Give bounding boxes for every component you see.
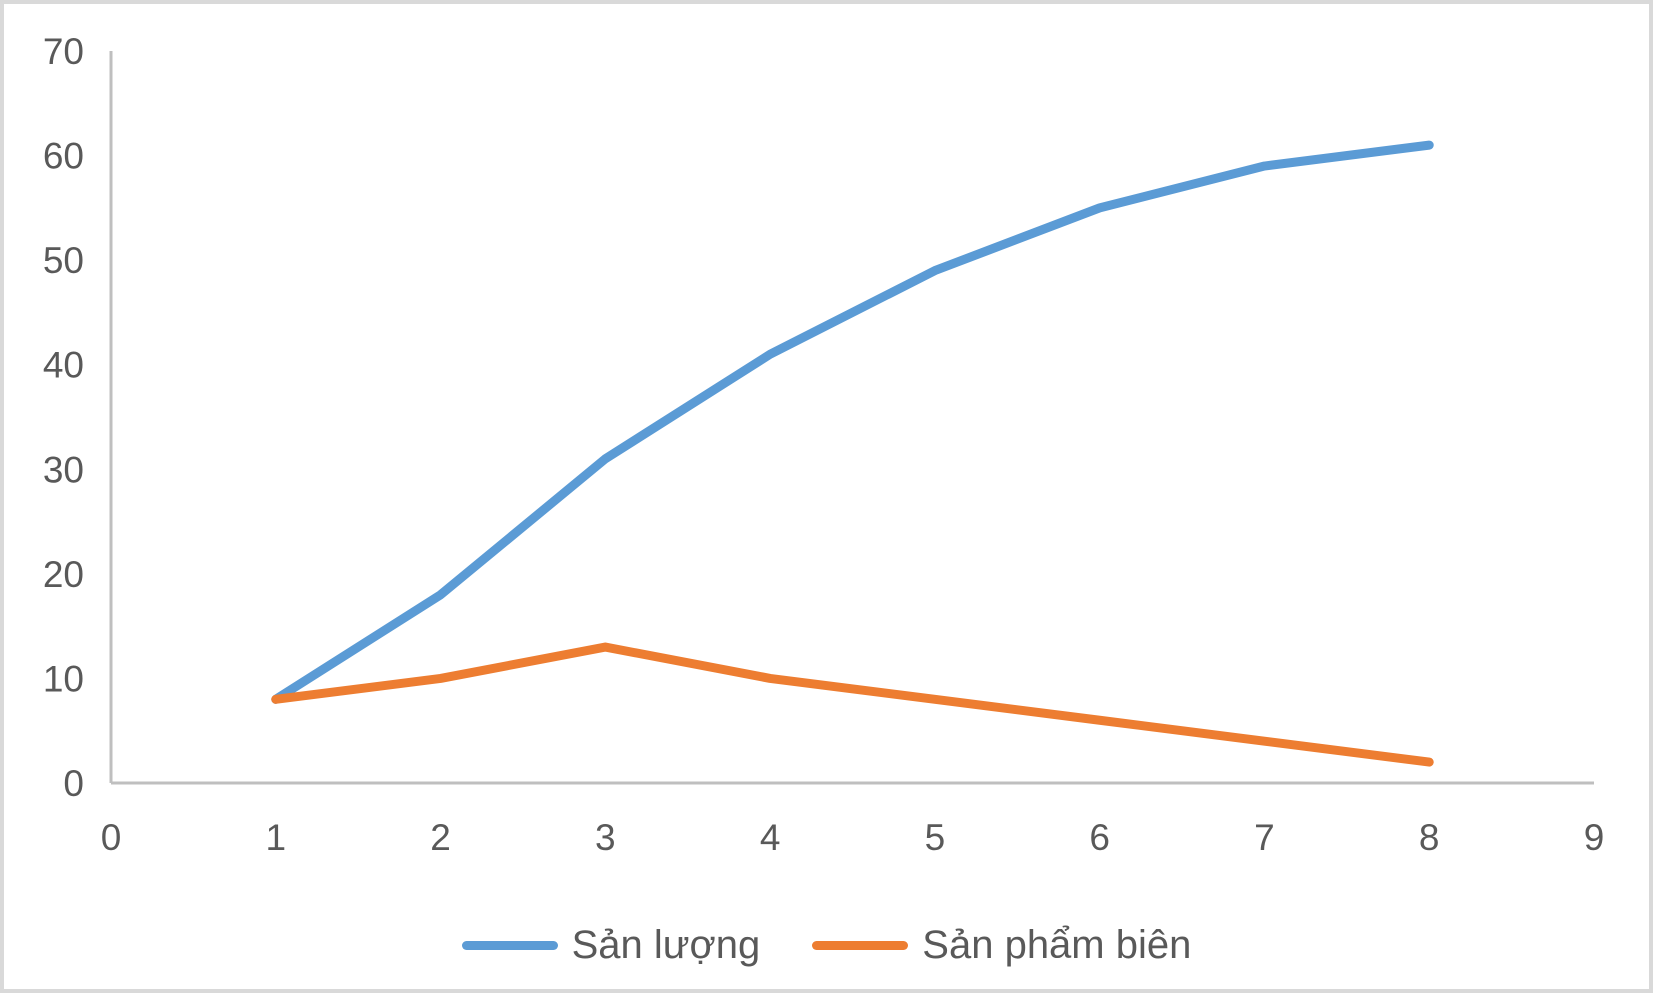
x-tick-label: 7 xyxy=(1254,817,1275,858)
y-tick-label: 70 xyxy=(43,31,84,72)
x-tick-label: 1 xyxy=(265,817,286,858)
chart-legend: Sản lượng Sản phẩm biên xyxy=(4,916,1649,974)
x-tick-label: 3 xyxy=(595,817,616,858)
x-tick-label: 6 xyxy=(1089,817,1110,858)
y-tick-label: 20 xyxy=(43,554,84,595)
x-tick-label: 8 xyxy=(1419,817,1440,858)
legend-line-swatch-blue-icon xyxy=(461,940,558,950)
legend-item-san-luong: Sản lượng xyxy=(461,923,761,967)
legend-item-san-pham-bien: Sản phẩm biên xyxy=(812,925,1191,965)
legend-line-swatch-orange-icon xyxy=(812,940,909,950)
series-line-0 xyxy=(271,140,1434,704)
x-tick-label: 4 xyxy=(760,817,781,858)
series-line-1 xyxy=(271,642,1434,767)
x-tick-label: 0 xyxy=(101,817,122,858)
legend-label-san-luong: Sản lượng xyxy=(571,923,761,967)
y-tick-label: 30 xyxy=(43,449,84,490)
y-tick-label: 60 xyxy=(43,136,84,177)
y-tick-label: 50 xyxy=(43,240,84,281)
y-tick-label: 0 xyxy=(63,763,84,804)
x-tick-label: 9 xyxy=(1584,817,1605,858)
x-tick-label: 2 xyxy=(430,817,451,858)
line-chart: 0 10 20 30 40 50 60 70 0 1 2 3 4 5 6 7 8 9 xyxy=(43,31,1605,858)
x-tick-label: 5 xyxy=(925,817,946,858)
y-tick-label: 40 xyxy=(43,345,84,386)
legend-label-san-pham-bien: Sản phẩm biên xyxy=(922,923,1192,967)
y-tick-label: 10 xyxy=(43,658,84,699)
